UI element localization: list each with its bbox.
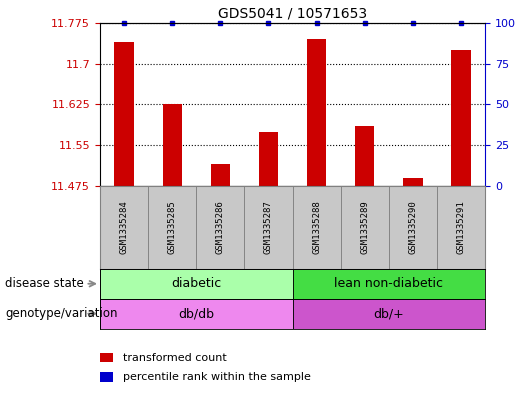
Bar	[163, 105, 182, 186]
Text: lean non-diabetic: lean non-diabetic	[334, 277, 443, 290]
Bar	[100, 269, 293, 299]
Text: db/+: db/+	[373, 307, 404, 320]
Bar	[307, 39, 326, 186]
Bar	[437, 186, 485, 269]
Bar	[389, 186, 437, 269]
Text: GSM1335287: GSM1335287	[264, 200, 273, 254]
Bar	[148, 186, 196, 269]
Text: disease state: disease state	[5, 277, 84, 290]
Text: genotype/variation: genotype/variation	[5, 307, 117, 320]
Text: GSM1335291: GSM1335291	[457, 200, 466, 254]
Bar	[355, 126, 374, 186]
Text: GSM1335285: GSM1335285	[168, 200, 177, 254]
Bar	[244, 186, 293, 269]
Text: GSM1335289: GSM1335289	[360, 200, 369, 254]
Text: transformed count: transformed count	[123, 353, 227, 363]
Bar	[211, 164, 230, 186]
Bar	[100, 186, 148, 269]
Bar	[341, 186, 389, 269]
Text: GSM1335286: GSM1335286	[216, 200, 225, 254]
Bar	[100, 299, 293, 329]
Bar	[293, 299, 485, 329]
Title: GDS5041 / 10571653: GDS5041 / 10571653	[218, 6, 367, 20]
Text: db/db: db/db	[178, 307, 214, 320]
Text: GSM1335284: GSM1335284	[119, 200, 128, 254]
Bar	[452, 50, 471, 186]
Text: percentile rank within the sample: percentile rank within the sample	[123, 372, 311, 382]
Bar	[293, 269, 485, 299]
Bar	[403, 178, 422, 186]
Text: diabetic: diabetic	[171, 277, 221, 290]
Text: GSM1335288: GSM1335288	[312, 200, 321, 254]
Bar	[293, 186, 341, 269]
Bar	[259, 132, 278, 186]
Bar	[114, 42, 133, 186]
Text: GSM1335290: GSM1335290	[408, 200, 417, 254]
Bar	[196, 186, 244, 269]
